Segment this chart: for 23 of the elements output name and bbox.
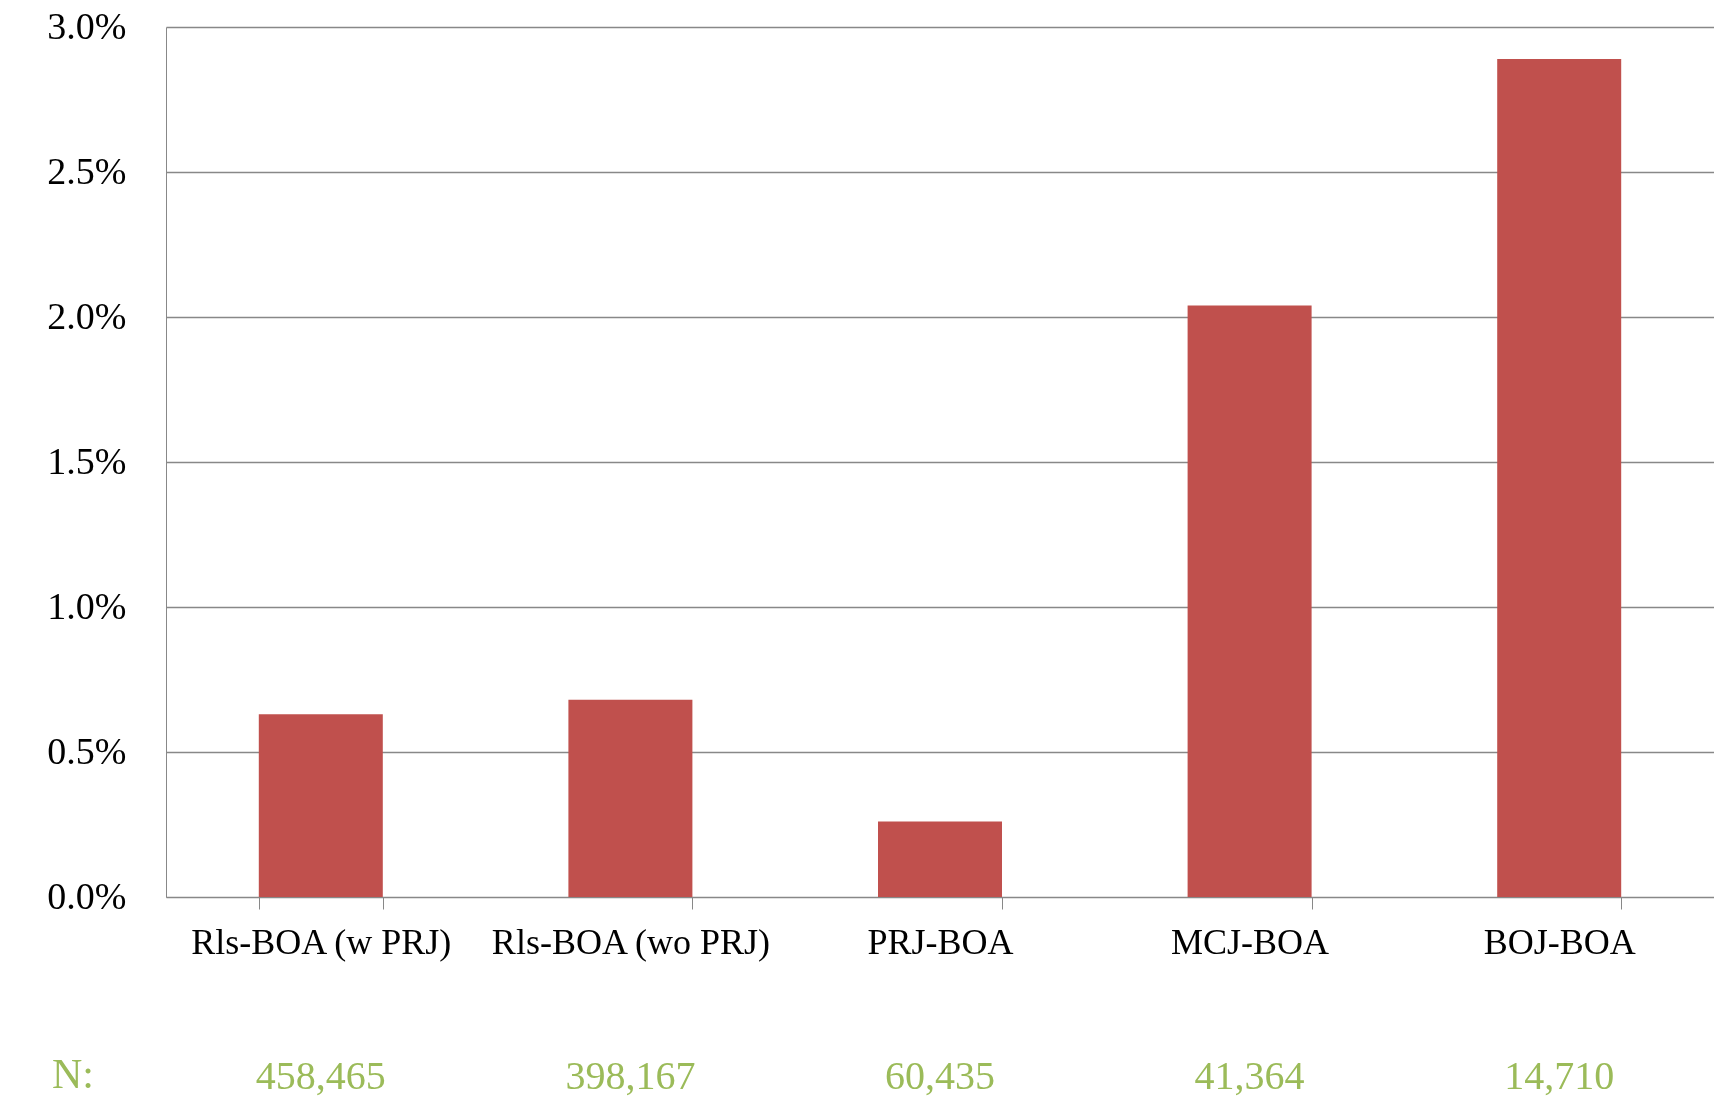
bar [1497,58,1622,897]
y-tick-label: 2.0% [47,294,127,337]
x-tick-label: PRJ-BOA [867,921,1014,962]
x-tick-label: MCJ-BOA [1171,921,1330,962]
y-tick-label: 3.0% [47,4,127,47]
text: 60,435 [885,1053,995,1098]
text: 14,710 [1504,1053,1615,1098]
x-tick-label: Rls-BOA (w PRJ) [191,921,452,962]
y-tick-label: 1.0% [47,584,127,627]
x-tick-label: Rls-BOA (wo PRJ) [491,921,770,962]
bar [878,821,1002,897]
bar [258,714,383,897]
y-tick-label: 1.5% [47,439,127,482]
text: 458,465 [255,1053,386,1098]
y-tick-label: 2.5% [47,149,127,192]
text: 398,167 [565,1053,696,1098]
x-tick-label: BOJ-BOA [1483,921,1636,962]
text: 41,364 [1194,1053,1305,1098]
text: N: [52,1051,94,1097]
bar [568,699,693,897]
y-tick-label: 0.5% [47,729,127,772]
bar [1187,305,1312,897]
y-tick-label: 0.0% [47,874,127,917]
